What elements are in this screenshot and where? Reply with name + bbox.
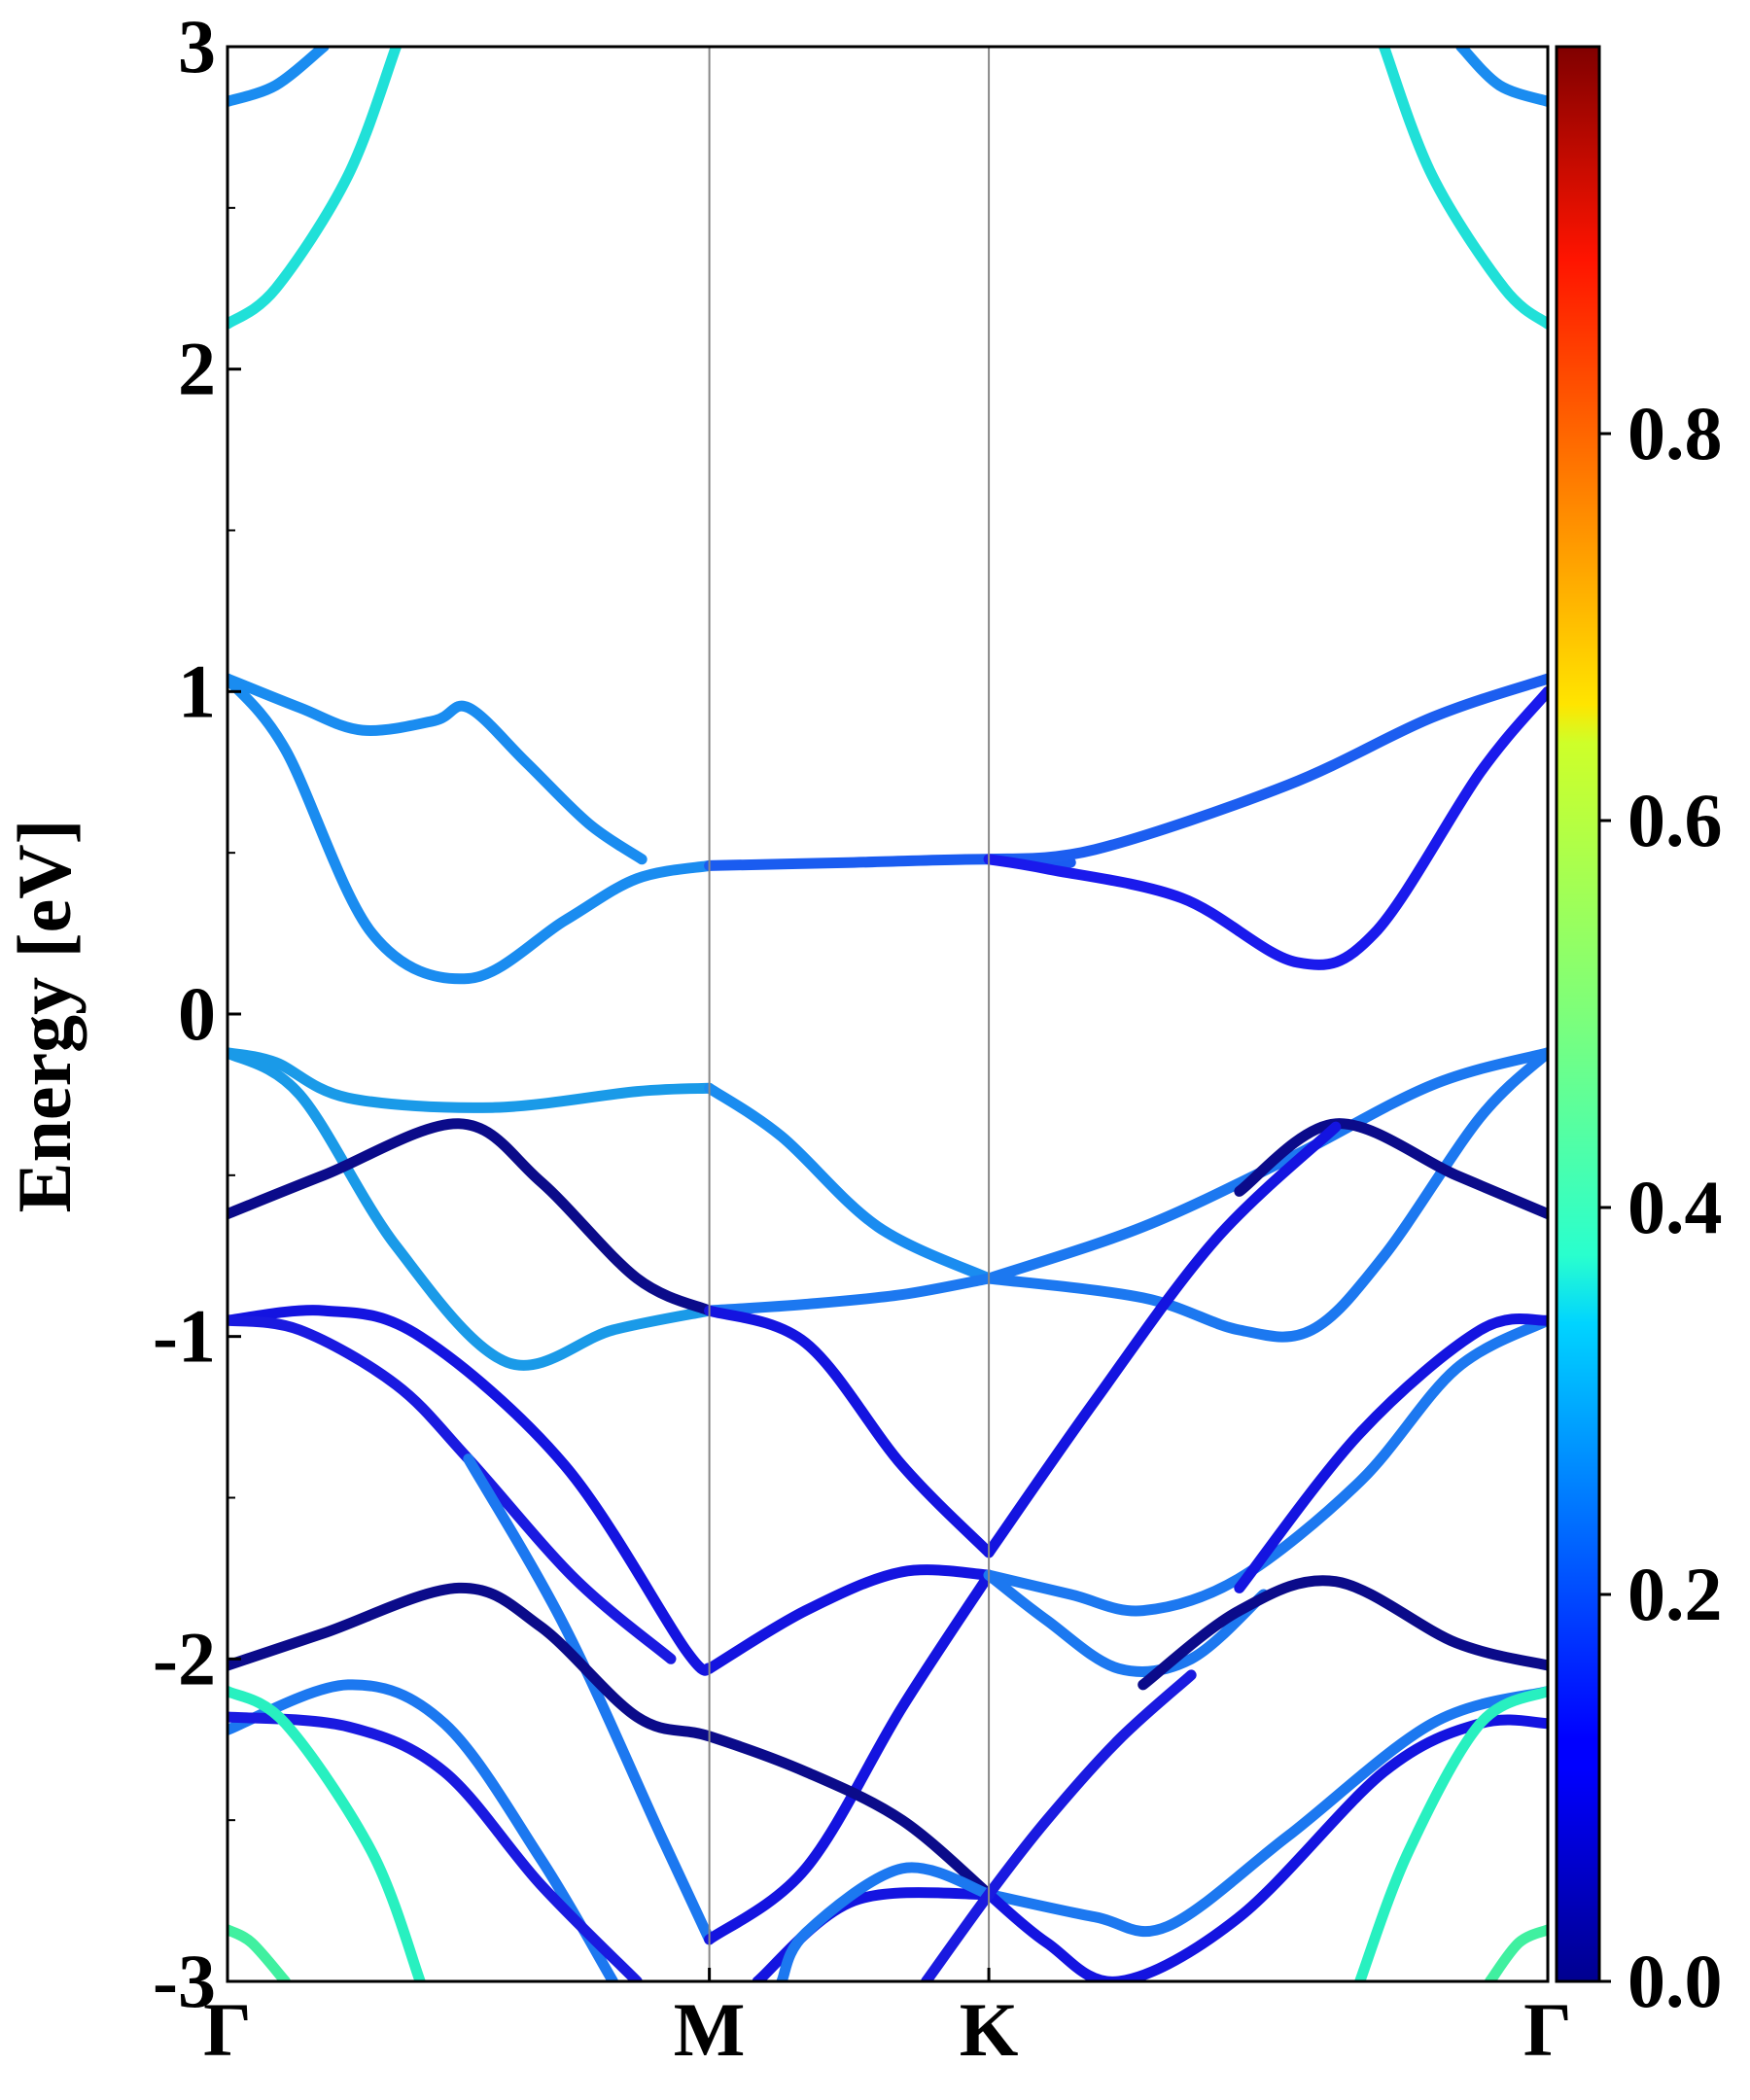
band-line-36 xyxy=(1455,47,1548,107)
colorbar-tick-label: 0.8 xyxy=(1628,391,1723,475)
x-tick-label: M xyxy=(674,1987,746,2072)
band-line-23 xyxy=(983,1569,1270,1677)
band-line-20 xyxy=(704,1569,995,1945)
band-line-25 xyxy=(1138,1575,1548,1691)
band-line-14 xyxy=(704,1305,995,1558)
band-line-2 xyxy=(228,673,716,985)
colorbar xyxy=(1555,45,1601,1983)
band-line-29 xyxy=(983,1686,1548,1938)
colorbar-ticks: 0.0 0.2 0.4 0.6 0.8 xyxy=(1599,391,1723,2023)
band-line-28 xyxy=(752,1887,995,1981)
band-line-37 xyxy=(228,1686,426,1981)
colorbar-tick-label: 0.2 xyxy=(1628,1552,1723,1636)
band-line-17 xyxy=(704,1564,995,1674)
band-line-26 xyxy=(228,1679,618,1981)
colorbar-tick-label: 0.0 xyxy=(1628,1939,1723,2023)
band-line-13 xyxy=(1234,1118,1548,1220)
band-line-21 xyxy=(983,1314,1548,1617)
band-line-24 xyxy=(228,1582,995,1900)
band-line-16 xyxy=(228,1305,716,1676)
y-axis-label: Energy [eV] xyxy=(2,819,87,1212)
band-line-38 xyxy=(1354,1686,1548,1981)
x-tick-label: K xyxy=(960,1987,1019,2072)
band-line-35 xyxy=(228,47,330,107)
band-line-7 xyxy=(704,1082,995,1284)
band-line-18 xyxy=(228,1314,677,1664)
plot-frame xyxy=(226,45,1550,1983)
band-line-22 xyxy=(1234,1312,1548,1593)
band-line-34 xyxy=(1379,47,1548,330)
y-axis-ticks: 3 2 1 0 -1 -2 -3 xyxy=(153,4,241,2023)
y-tick-label: 3 xyxy=(178,4,216,88)
band-line-5 xyxy=(983,685,1548,970)
band-line-31 xyxy=(776,1862,995,1981)
band-line-27 xyxy=(228,1711,643,1981)
band-lines xyxy=(228,47,1548,1981)
band-line-11 xyxy=(983,1047,1548,1284)
y-tick-label: 1 xyxy=(178,648,216,733)
colorbar-tick-label: 0.4 xyxy=(1628,1165,1723,1249)
y-tick-label: -1 xyxy=(153,1294,216,1379)
band-line-1 xyxy=(228,673,648,865)
colorbar-tick-label: 0.6 xyxy=(1628,778,1723,862)
band-line-10 xyxy=(704,1273,995,1316)
y-tick-label: 2 xyxy=(178,327,216,411)
band-line-15 xyxy=(983,1121,1342,1558)
band-line-32 xyxy=(921,1669,1197,1981)
band-line-33 xyxy=(228,47,402,330)
band-line-6 xyxy=(228,1047,716,1113)
x-tick-label: Γ xyxy=(203,1987,252,2072)
band-line-12 xyxy=(228,1118,716,1316)
band-line-8 xyxy=(983,1047,1548,1343)
high-symmetry-lines xyxy=(708,47,991,1981)
y-tick-label: 0 xyxy=(178,971,216,1056)
x-tick-label: Γ xyxy=(1523,1987,1572,2072)
y-tick-label: -3 xyxy=(153,1939,216,2023)
band-line-4 xyxy=(983,673,1548,865)
band-line-19 xyxy=(463,1453,716,1945)
band-line-9 xyxy=(228,1047,716,1371)
y-tick-label: -2 xyxy=(153,1616,216,1700)
band-line-40 xyxy=(1485,1924,1548,1981)
band-line-39 xyxy=(228,1924,291,1981)
